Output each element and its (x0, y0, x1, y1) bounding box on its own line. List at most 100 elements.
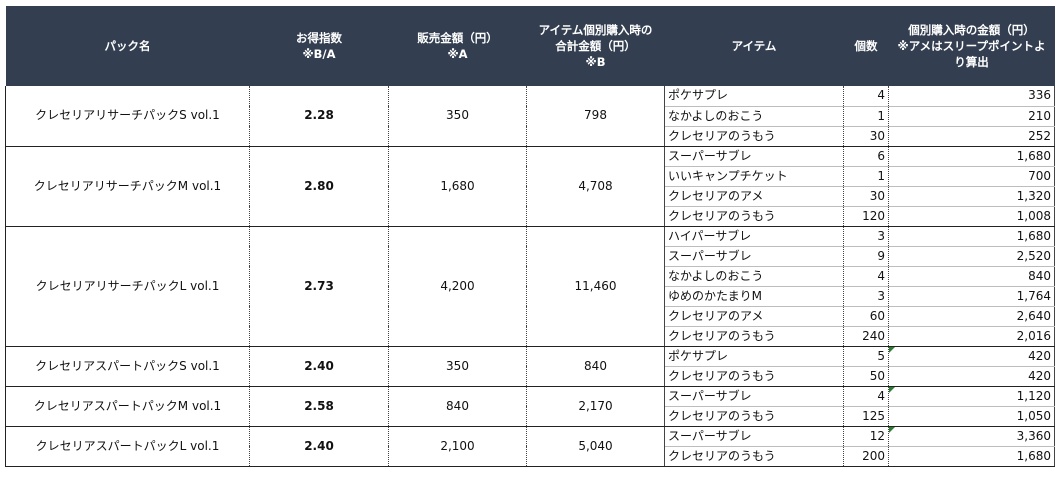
quantity-cell[interactable]: 30 (843, 126, 889, 147)
item-amount-cell[interactable]: 2,520 (888, 246, 1055, 267)
header-price-line1: 販売金額（円） (417, 31, 498, 45)
total-amount-cell[interactable]: 11,460 (526, 226, 665, 347)
header-total-amount: アイテム個別購入時の 合計金額（円） ※B (526, 6, 665, 86)
quantity-cell[interactable]: 50 (843, 366, 889, 387)
quantity-cell[interactable]: 12 (843, 426, 889, 447)
total-amount-cell[interactable]: 4,708 (526, 146, 665, 227)
pack-name-cell[interactable]: クレセリアリサーチパックM vol.1 (5, 146, 250, 227)
header-item: アイテム (664, 6, 844, 86)
item-amount-cell[interactable]: 1,764 (888, 286, 1055, 307)
total-amount-cell[interactable]: 5,040 (526, 426, 665, 467)
table-row: クレセリアリサーチパックS vol.1 2.28 350 798 ポケサプレ 4 336 (5, 86, 1055, 147)
quantity-cell[interactable]: 4 (843, 266, 889, 287)
item-name-cell[interactable]: ポケサプレ (664, 346, 844, 367)
item-name-cell[interactable]: スーパーサブレ (664, 426, 844, 447)
item-name-cell[interactable]: クレセリアのアメ (664, 306, 844, 327)
total-amount-cell[interactable]: 798 (526, 86, 665, 147)
sale-price-cell[interactable]: 350 (388, 346, 527, 387)
table-row: いいキャンプチケット 1 700 (6, 166, 1055, 187)
item-amount-cell[interactable]: 2,016 (888, 326, 1055, 347)
value-index-cell[interactable]: 2.40 (249, 426, 389, 467)
value-index-cell[interactable]: 2.73 (249, 226, 389, 347)
value-index-cell[interactable]: 2.58 (249, 386, 389, 427)
item-name-cell[interactable]: ハイパーサブレ (664, 226, 844, 247)
quantity-cell[interactable]: 1 (843, 106, 889, 127)
pack-name-cell[interactable]: クレセリアリサーチパックL vol.1 (5, 226, 250, 347)
total-amount-cell[interactable]: 840 (526, 346, 665, 387)
item-amount-cell[interactable]: 1,680 (888, 226, 1055, 247)
item-name-cell[interactable]: ポケサプレ (664, 86, 844, 107)
quantity-cell[interactable]: 9 (843, 246, 889, 267)
item-name-cell[interactable]: クレセリアのうもう (664, 126, 844, 147)
item-amount-cell[interactable]: 420 (888, 366, 1055, 387)
pack-name-cell[interactable]: クレセリアスパートパックL vol.1 (5, 426, 250, 467)
quantity-cell[interactable]: 120 (843, 206, 889, 227)
item-name-cell[interactable]: なかよしのおこう (664, 266, 844, 287)
quantity-cell[interactable]: 4 (843, 86, 889, 107)
item-amount-cell[interactable]: 1,008 (888, 206, 1055, 227)
item-name-cell[interactable]: クレセリアのアメ (664, 186, 844, 207)
quantity-cell[interactable]: 200 (843, 446, 889, 467)
sale-price-cell[interactable]: 840 (388, 386, 527, 427)
table-row: クレセリアのアメ 30 1,320 (6, 186, 1055, 207)
table-row: クレセリアのうもう 30 252 (6, 126, 1055, 147)
item-name-cell[interactable]: スーパーサブレ (664, 386, 844, 407)
quantity-cell[interactable]: 60 (843, 306, 889, 327)
quantity-cell[interactable]: 3 (843, 286, 889, 307)
item-name-cell[interactable]: なかよしのおこう (664, 106, 844, 127)
item-amount-cell[interactable]: 1,680 (888, 146, 1055, 167)
table-row: クレセリアのうもう 120 1,008 (6, 206, 1055, 227)
item-name-cell[interactable]: クレセリアのうもう (664, 206, 844, 227)
quantity-cell[interactable]: 4 (843, 386, 889, 407)
table-row: クレセリアのアメ 60 2,640 (6, 306, 1055, 327)
item-name-cell[interactable]: クレセリアのうもう (664, 326, 844, 347)
value-index-cell[interactable]: 2.80 (249, 146, 389, 227)
item-amount-cell[interactable]: 336 (888, 86, 1055, 107)
table-row: クレセリアスパートパックL vol.1 2.40 2,100 5,040 スーパーサブレ… (5, 426, 1055, 467)
item-amount-cell[interactable]: 1,680 (888, 446, 1055, 467)
item-name-cell[interactable]: クレセリアのうもう (664, 446, 844, 467)
sale-price-cell[interactable]: 1,680 (388, 146, 527, 227)
sale-price-cell[interactable]: 2,100 (388, 426, 527, 467)
item-name-cell[interactable]: クレセリアのうもう (664, 406, 844, 427)
item-name-cell[interactable]: クレセリアのうもう (664, 366, 844, 387)
quantity-cell[interactable]: 125 (843, 406, 889, 427)
header-index-line1: お得指数 (296, 31, 342, 45)
quantity-cell[interactable]: 3 (843, 226, 889, 247)
item-name-cell[interactable]: スーパーサブレ (664, 146, 844, 167)
pack-name-cell[interactable]: クレセリアリサーチパックS vol.1 (5, 86, 250, 147)
item-amount-cell[interactable]: 1,120 (888, 386, 1055, 407)
header-total-line1: アイテム個別購入時の (538, 23, 653, 37)
item-amount-cell[interactable]: 700 (888, 166, 1055, 187)
header-amount-line3: り算出 (954, 55, 989, 69)
value-index-cell[interactable]: 2.28 (249, 86, 389, 147)
item-amount-cell[interactable]: 3,360 (888, 426, 1055, 447)
item-amount-cell[interactable]: 252 (888, 126, 1055, 147)
item-name-cell[interactable]: スーパーサブレ (664, 246, 844, 267)
item-name-cell[interactable]: いいキャンプチケット (664, 166, 844, 187)
sale-price-cell[interactable]: 4,200 (388, 226, 527, 347)
table-row: ゆめのかたまりM 3 1,764 (6, 286, 1055, 307)
pack-name-cell[interactable]: クレセリアスパートパックM vol.1 (5, 386, 250, 427)
item-amount-cell[interactable]: 420 (888, 346, 1055, 367)
item-amount-cell[interactable]: 1,050 (888, 406, 1055, 427)
item-amount-cell[interactable]: 210 (888, 106, 1055, 127)
header-sale-price: 販売金額（円） ※A (388, 6, 527, 86)
pack-name-cell[interactable]: クレセリアスパートパックS vol.1 (5, 346, 250, 387)
item-amount-cell[interactable]: 2,640 (888, 306, 1055, 327)
table-row: クレセリアのうもう 240 2,016 (6, 326, 1055, 347)
header-price-line2: ※A (447, 47, 468, 61)
quantity-cell[interactable]: 6 (843, 146, 889, 167)
item-amount-cell[interactable]: 1,320 (888, 186, 1055, 207)
pack-comparison-table: パック名 お得指数 ※B/A 販売金額（円） ※A アイテム個別購入時の 合計金… (5, 6, 1055, 467)
value-index-cell[interactable]: 2.40 (249, 346, 389, 387)
quantity-cell[interactable]: 240 (843, 326, 889, 347)
header-amount-line1: 個別購入時の金額（円） (908, 23, 1035, 37)
item-name-cell[interactable]: ゆめのかたまりM (664, 286, 844, 307)
sale-price-cell[interactable]: 350 (388, 86, 527, 147)
item-amount-cell[interactable]: 840 (888, 266, 1055, 287)
quantity-cell[interactable]: 5 (843, 346, 889, 367)
quantity-cell[interactable]: 30 (843, 186, 889, 207)
quantity-cell[interactable]: 1 (843, 166, 889, 187)
total-amount-cell[interactable]: 2,170 (526, 386, 665, 427)
